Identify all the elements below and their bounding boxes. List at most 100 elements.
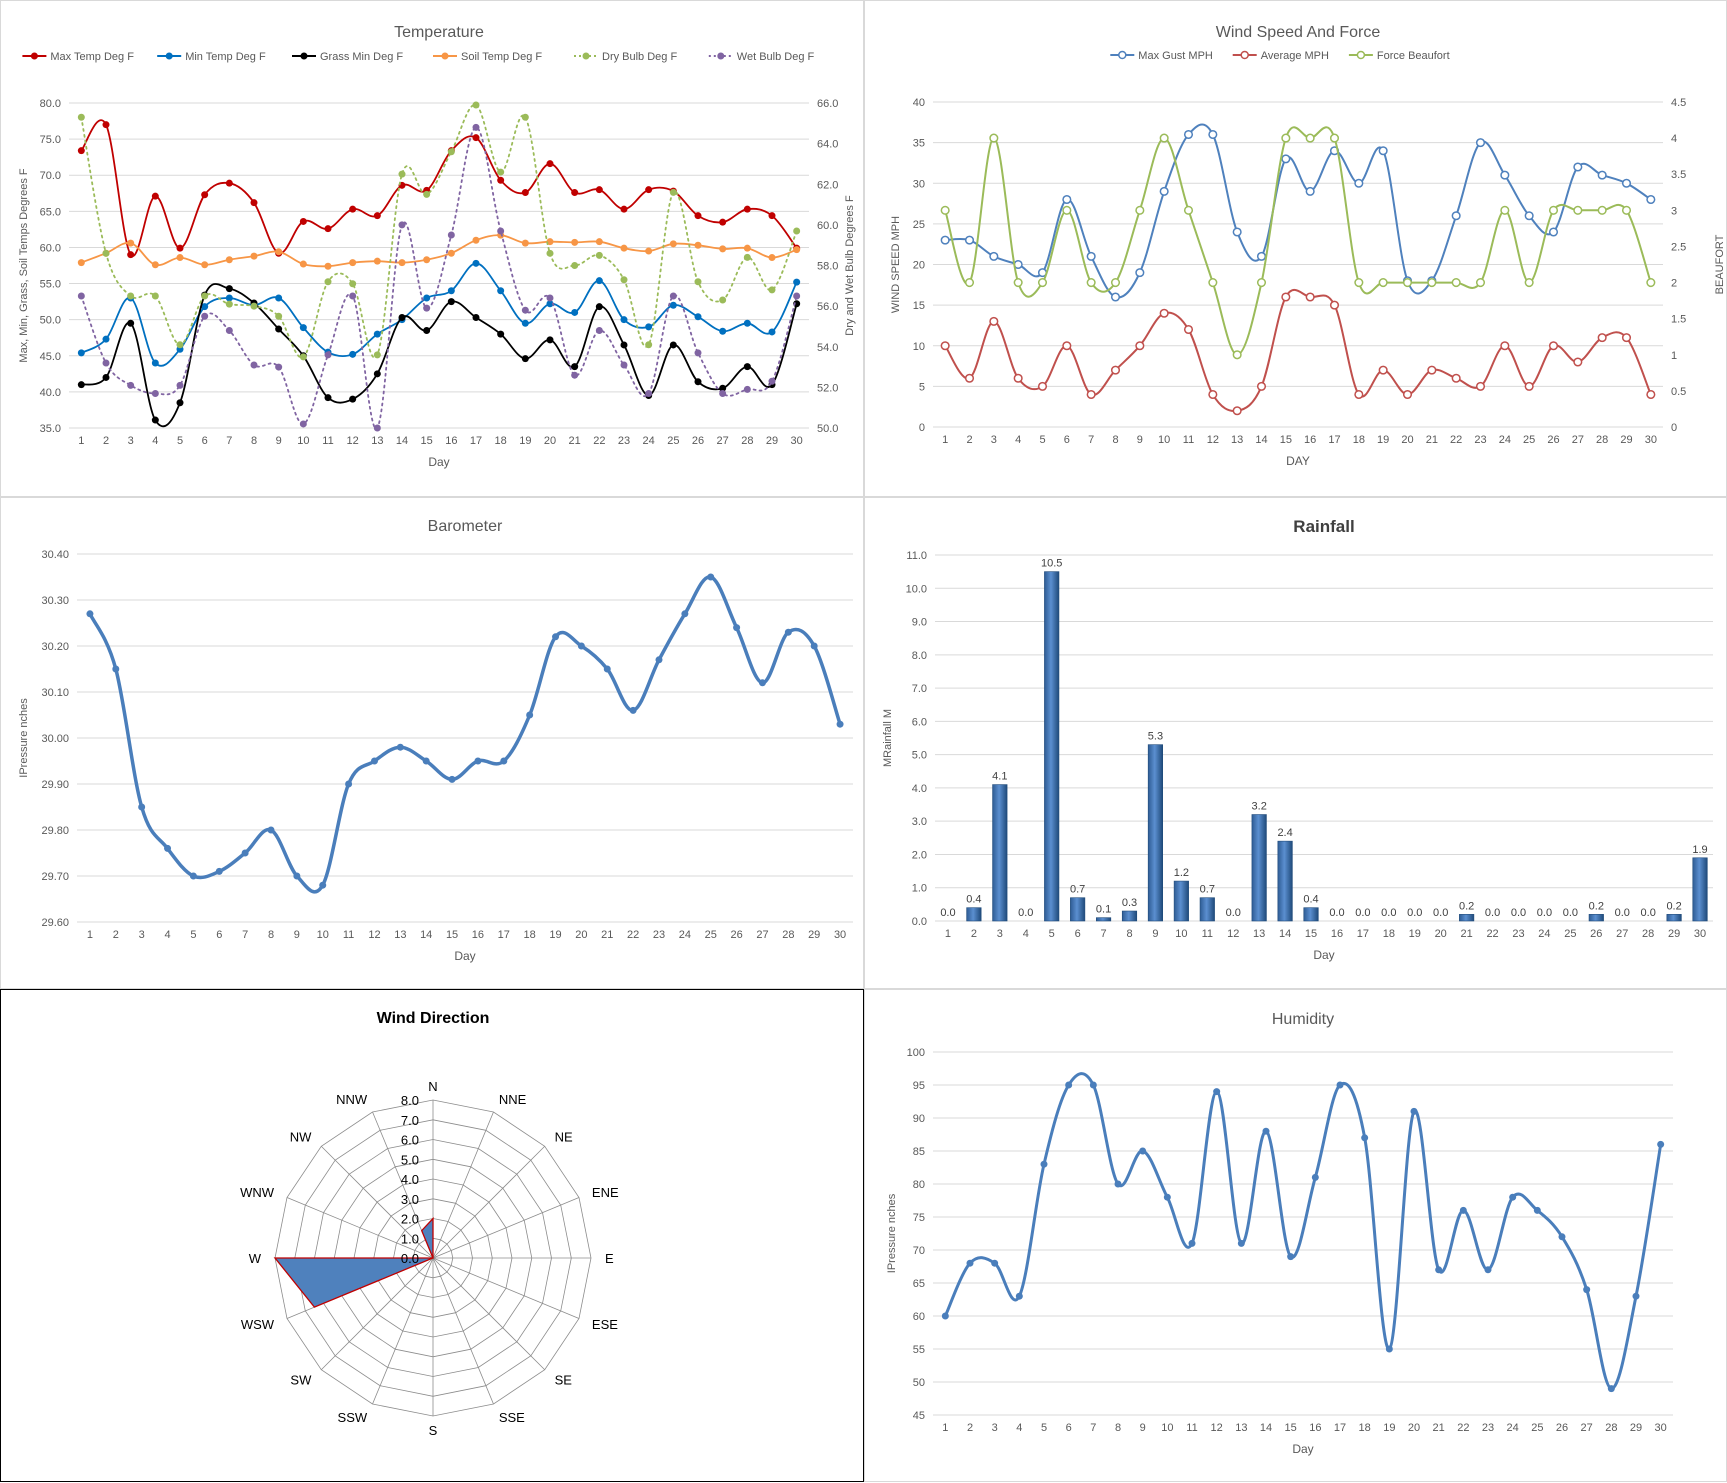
data-point <box>447 287 455 295</box>
data-point <box>250 252 258 260</box>
data-point <box>176 254 184 262</box>
rain-bar <box>1070 897 1086 922</box>
legend-marker <box>1356 50 1366 60</box>
data-point <box>1015 1292 1023 1300</box>
data-point <box>941 1312 949 1320</box>
data-point <box>472 123 480 131</box>
x-tick-label: 28 <box>1605 1422 1617 1434</box>
x-tick-label: 7 <box>1088 434 1094 446</box>
data-point <box>595 303 603 311</box>
data-point <box>447 148 455 156</box>
bar-data-label: 10.5 <box>1041 558 1062 570</box>
data-point <box>293 872 301 880</box>
data-point <box>472 314 480 321</box>
data-point <box>571 189 579 197</box>
data-point <box>373 351 381 359</box>
data-point <box>1385 1345 1393 1353</box>
x-tick-label: 17 <box>498 929 510 941</box>
data-point <box>595 251 603 259</box>
series-line <box>944 126 1652 356</box>
data-point <box>645 389 653 397</box>
x-tick-label: 16 <box>1309 1422 1321 1434</box>
radial-tick-label: 7.0 <box>401 1113 419 1128</box>
legend-label: Average MPH <box>1261 50 1329 62</box>
data-point <box>719 296 727 304</box>
data-point <box>989 251 999 261</box>
x-tick-label: 12 <box>347 435 359 447</box>
legend-label: Min Temp Deg F <box>185 51 266 63</box>
direction-label: NE <box>555 1129 573 1144</box>
direction-label: WSW <box>241 1317 275 1332</box>
data-point <box>398 170 406 178</box>
x-tick-label: 6 <box>202 435 208 447</box>
data-point <box>448 775 456 783</box>
data-point <box>1183 324 1194 335</box>
x-tick-label: 14 <box>1255 434 1267 446</box>
y2-axis-title: Dry and Wet Bulb Degrees F <box>844 195 856 336</box>
data-point <box>1213 1088 1221 1096</box>
y-tick-label: 95 <box>913 1080 925 1092</box>
x-tick-label: 2 <box>971 928 977 940</box>
x-tick-label: 30 <box>791 435 803 447</box>
data-point <box>694 349 702 357</box>
series-line <box>944 123 1652 299</box>
data-point <box>1354 389 1364 400</box>
data-point <box>349 292 357 300</box>
x-tick-label: 22 <box>593 435 605 447</box>
bar-data-label: 5.3 <box>1148 731 1163 743</box>
x-tick-label: 26 <box>1556 1422 1568 1434</box>
y-tick-label: 29.70 <box>41 871 69 883</box>
rain-bar <box>1173 880 1189 922</box>
data-point <box>201 261 209 269</box>
data-point <box>299 324 307 332</box>
radar-spoke <box>320 1145 434 1259</box>
data-point <box>1040 1160 1048 1168</box>
y2-tick-label: 66.0 <box>817 98 838 110</box>
data-point <box>127 251 135 259</box>
x-tick-label: 1 <box>78 435 84 447</box>
data-point <box>681 610 689 618</box>
y-tick-label: 70.0 <box>40 170 61 182</box>
data-point <box>793 246 801 254</box>
data-point <box>176 381 184 389</box>
x-tick-label: 20 <box>1408 1422 1420 1434</box>
radial-tick-label: 8.0 <box>401 1093 419 1108</box>
data-point <box>645 247 653 255</box>
x-tick-label: 23 <box>618 435 630 447</box>
y2-tick-label: 64.0 <box>817 139 838 151</box>
data-point <box>472 259 480 267</box>
data-point <box>719 327 727 335</box>
y2-tick-label: 60.0 <box>817 220 838 232</box>
x-tick-label: 28 <box>782 929 794 941</box>
rainfall-chart-panel: 0.0 1.0 2.0 3.0 4.0 5.0 6.0 7.0 8.0 9.0 10.0 11.0 1 2… <box>864 497 1727 989</box>
x-tick-label: 24 <box>643 435 655 447</box>
x-tick-label: 20 <box>575 929 587 941</box>
data-point <box>1135 205 1145 215</box>
x-tick-label: 2 <box>966 434 972 446</box>
x-tick-label: 21 <box>1433 1422 1445 1434</box>
x-tick-label: 24 <box>1538 928 1550 940</box>
data-point <box>267 826 275 834</box>
rain-bar <box>1044 571 1060 922</box>
data-point <box>102 121 110 129</box>
legend-marker <box>165 52 173 60</box>
series-line <box>88 575 842 894</box>
y-tick-label: 6.0 <box>912 716 927 728</box>
direction-label: NNW <box>336 1092 368 1107</box>
radar-spoke <box>372 1257 434 1405</box>
data-point <box>319 881 327 889</box>
bar-data-label: 0.0 <box>1563 907 1578 919</box>
data-point <box>694 241 702 249</box>
data-point <box>497 287 505 295</box>
data-point <box>1159 186 1169 196</box>
data-point <box>250 361 258 369</box>
data-point <box>989 316 999 326</box>
x-tick-label: 22 <box>1450 434 1462 446</box>
data-point <box>571 238 579 246</box>
y2-tick-label: 56.0 <box>817 301 838 313</box>
wind-direction-chart-panel: Wind Direction 0.0 1.0 2.0 3.0 4.0 5.0 6.0 7.0 8.… <box>0 989 864 1482</box>
x-tick-label: 15 <box>1280 434 1292 446</box>
x-tick-label: 27 <box>717 435 729 447</box>
bar-data-label: 0.0 <box>1407 907 1422 919</box>
radar-spoke <box>320 1257 434 1371</box>
